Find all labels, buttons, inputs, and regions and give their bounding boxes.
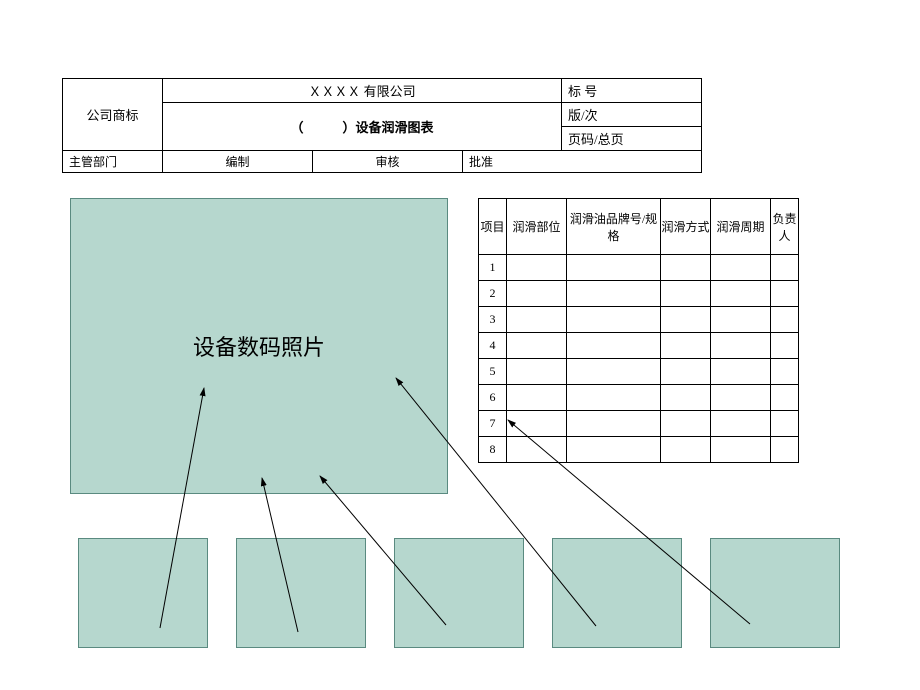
data-cell — [661, 333, 711, 359]
data-cell — [567, 281, 661, 307]
row-number-cell: 3 — [479, 307, 507, 333]
data-cell — [711, 437, 771, 463]
data-cell — [771, 281, 799, 307]
form-title-cell: （ ）设备润滑图表 — [163, 103, 562, 151]
footer-review-cell: 审核 — [313, 151, 463, 173]
data-cell — [661, 307, 711, 333]
data-cell — [661, 359, 711, 385]
detail-photo-placeholder — [236, 538, 366, 648]
data-cell — [771, 307, 799, 333]
data-cell — [711, 385, 771, 411]
meta-code-cell: 标 号 — [562, 79, 702, 103]
data-cell — [507, 333, 567, 359]
lubrication-data-table: 项目 润滑部位 润滑油品牌号/规格 润滑方式 润滑周期 负责人 12345678 — [478, 198, 799, 463]
data-cell — [507, 359, 567, 385]
table-row: 5 — [479, 359, 799, 385]
header-form-table: 公司商标 ＸＸＸＸ 有限公司 标 号 （ ）设备润滑图表 版/次 页码/总页 主… — [62, 78, 702, 173]
data-cell — [507, 411, 567, 437]
table-row: 1 — [479, 255, 799, 281]
photo-placeholder-label: 设备数码照片 — [193, 330, 325, 362]
table-row: 8 — [479, 437, 799, 463]
footer-compile-cell: 编制 — [163, 151, 313, 173]
data-cell — [661, 255, 711, 281]
data-cell — [711, 333, 771, 359]
data-cell — [771, 359, 799, 385]
data-cell — [507, 385, 567, 411]
data-cell — [567, 385, 661, 411]
row-number-cell: 5 — [479, 359, 507, 385]
lub-table-body: 12345678 — [479, 255, 799, 463]
data-cell — [711, 255, 771, 281]
data-cell — [771, 333, 799, 359]
col-header-method: 润滑方式 — [661, 199, 711, 255]
footer-dept-cell: 主管部门 — [63, 151, 163, 173]
row-number-cell: 8 — [479, 437, 507, 463]
meta-version-cell: 版/次 — [562, 103, 702, 127]
data-cell — [711, 359, 771, 385]
equipment-photo-placeholder: 设备数码照片 — [70, 198, 448, 494]
detail-photo-placeholder — [710, 538, 840, 648]
table-row: 4 — [479, 333, 799, 359]
lub-table-header-row: 项目 润滑部位 润滑油品牌号/规格 润滑方式 润滑周期 负责人 — [479, 199, 799, 255]
data-cell — [507, 255, 567, 281]
data-cell — [661, 411, 711, 437]
col-header-index: 项目 — [479, 199, 507, 255]
detail-photo-placeholder — [78, 538, 208, 648]
data-cell — [567, 307, 661, 333]
detail-photo-placeholder — [552, 538, 682, 648]
data-cell — [711, 281, 771, 307]
data-cell — [507, 307, 567, 333]
data-cell — [507, 281, 567, 307]
data-cell — [771, 437, 799, 463]
table-row: 2 — [479, 281, 799, 307]
data-cell — [567, 437, 661, 463]
row-number-cell: 1 — [479, 255, 507, 281]
table-row: 3 — [479, 307, 799, 333]
table-row: 7 — [479, 411, 799, 437]
row-number-cell: 4 — [479, 333, 507, 359]
data-cell — [567, 359, 661, 385]
data-cell — [771, 411, 799, 437]
detail-photo-placeholder — [394, 538, 524, 648]
col-header-person: 负责人 — [771, 199, 799, 255]
row-number-cell: 6 — [479, 385, 507, 411]
table-row: 6 — [479, 385, 799, 411]
data-cell — [711, 307, 771, 333]
col-header-part: 润滑部位 — [507, 199, 567, 255]
data-cell — [507, 437, 567, 463]
page-container: 公司商标 ＸＸＸＸ 有限公司 标 号 （ ）设备润滑图表 版/次 页码/总页 主… — [0, 0, 920, 690]
data-cell — [711, 411, 771, 437]
data-cell — [567, 333, 661, 359]
data-cell — [661, 437, 711, 463]
row-number-cell: 2 — [479, 281, 507, 307]
data-cell — [771, 385, 799, 411]
data-cell — [771, 255, 799, 281]
data-cell — [661, 281, 711, 307]
col-header-period: 润滑周期 — [711, 199, 771, 255]
company-name-cell: ＸＸＸＸ 有限公司 — [163, 79, 562, 103]
data-cell — [661, 385, 711, 411]
data-cell — [567, 411, 661, 437]
row-number-cell: 7 — [479, 411, 507, 437]
col-header-brand: 润滑油品牌号/规格 — [567, 199, 661, 255]
data-cell — [567, 255, 661, 281]
meta-page-cell: 页码/总页 — [562, 127, 702, 151]
footer-approve-cell: 批准 — [463, 151, 702, 173]
logo-cell: 公司商标 — [63, 79, 163, 151]
